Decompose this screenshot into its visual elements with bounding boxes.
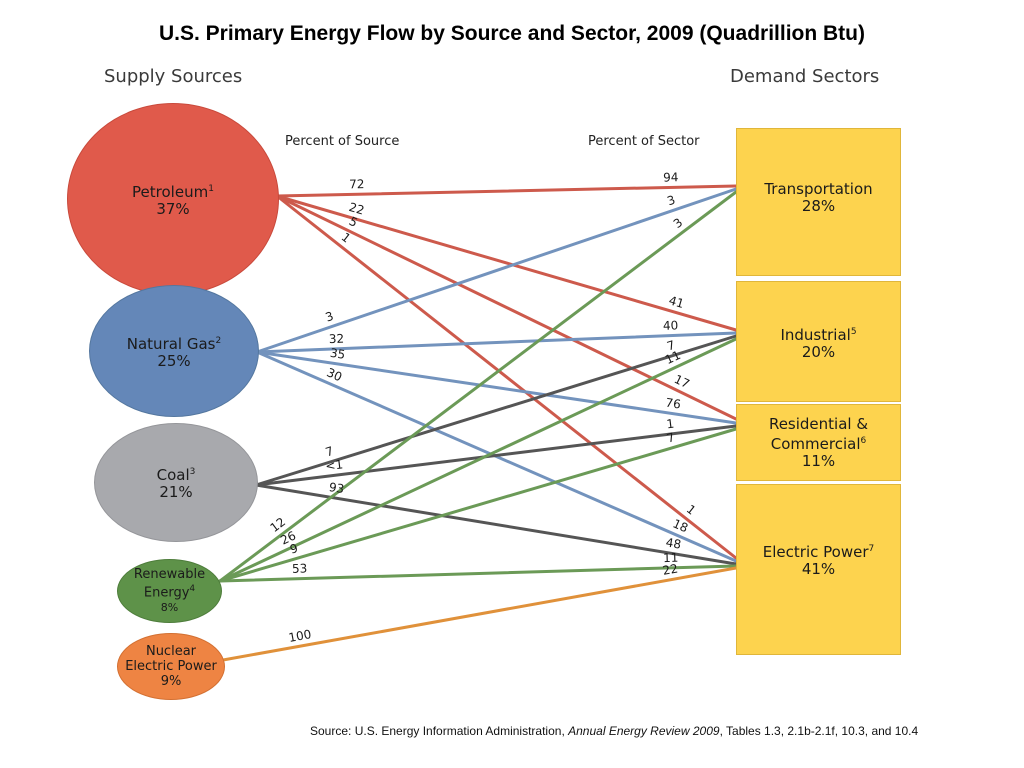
percent-of-source-label-nuclear-to-electric: 100 [287,627,312,645]
source-percent: 37% [156,199,190,218]
footnote-marker: 7 [868,544,875,554]
source-natural-gas: Natural Gas2 25% [89,285,259,417]
footnote-marker: 6 [860,435,867,446]
percent-of-source-label-coal-to-industrial: 7 [324,444,335,460]
flow-line-renewable-to-industrial [218,337,738,583]
percent-of-sector-label-petroleum-to-residential: 17 [672,372,692,391]
percent-of-sector-label-natural-gas-to-industrial: 40 [663,318,679,333]
page-title: U.S. Primary Energy Flow by Source and S… [158,22,865,45]
source-percent: 21% [159,483,193,501]
source-name: Coal [156,466,190,484]
percent-of-source-label-petroleum-to-electric: 1 [339,230,354,246]
flow-line-nuclear-to-electric [221,566,738,662]
percent-of-sector-label-petroleum-to-electric: 1 [684,502,699,518]
percent-of-source-label-renewable-to-residential: 9 [288,541,299,557]
percent-of-source-label-coal-to-electric: 93 [328,480,345,496]
percent-of-source-label-petroleum-to-industrial: 22 [347,200,366,218]
source-name-line1: Renewable [133,566,206,582]
source-name-line2: Energy [143,585,190,601]
source-name: Petroleum [132,182,209,201]
percent-of-source-label-natural-gas-to-residential: 35 [329,346,346,362]
demand-sectors-header: Demand Sectors [730,66,880,87]
percent-of-sector-label-petroleum-to-industrial: 41 [667,293,686,311]
sector-residential-commercial: Residential & Commercial6 11% [736,404,901,481]
percent-of-source-label-renewable-to-industrial: 26 [278,528,298,547]
percent-of-source-label-natural-gas-to-industrial: 32 [329,332,345,347]
percent-of-sector-label-natural-gas-to-residential: 76 [665,396,682,412]
flow-line-renewable-to-transportation [218,190,738,583]
percent-of-sector-label-natural-gas-to-transportation: 3 [665,193,677,209]
flow-line-renewable-to-electric [218,564,738,583]
percent-of-source-label-petroleum-to-transportation: 72 [349,177,365,191]
flow-line-natural-gas-to-transportation [255,187,738,354]
source-name-line2: Electric Power [125,659,217,674]
flow-line-coal-to-residential [254,424,738,487]
footnote-marker: 3 [189,467,196,477]
citation-title: Annual Energy Review 2009 [568,724,720,738]
flow-line-coal-to-industrial [254,334,738,487]
flow-line-petroleum-to-industrial [275,194,738,332]
source-name-line1: Nuclear [145,644,197,659]
sector-percent: 11% [801,451,836,470]
footnote-marker: 5 [850,327,857,337]
percent-of-source-label-natural-gas-to-transportation: 3 [324,309,336,325]
source-renewable-energy: Renewable Energy4 8% [117,559,222,623]
percent-of-sector-label-nuclear-to-electric: 22 [661,561,679,577]
sector-percent: 41% [801,560,836,578]
source-percent: 8% [160,601,179,615]
percent-of-sector-label-coal-to-residential: 1 [666,417,675,432]
percent-of-sector-label-natural-gas-to-electric: 18 [671,516,691,535]
sector-name-line2: Commercial [770,434,861,453]
sector-name: Transportation [764,180,873,198]
percent-of-sector-label-renewable-to-industrial: 11 [663,348,683,367]
citation-suffix: , Tables 1.3, 2.1b-2.1f, 10.3, and 10.4 [719,724,919,738]
percent-of-sector-label-renewable-to-residential: 7 [665,430,676,446]
source-name: Natural Gas [126,334,216,353]
percent-of-sector-label-coal-to-industrial: 7 [665,338,676,354]
sector-name-line1: Residential & [768,414,869,433]
citation-prefix: Source: U.S. Energy Information Administ… [310,724,569,738]
flow-line-petroleum-to-electric [275,194,738,560]
source-percent: 25% [157,351,191,370]
footnote-marker: 4 [189,583,196,594]
source-percent: 9% [160,674,182,689]
percent-of-sector-label-petroleum-to-transportation: 94 [663,170,679,184]
footnote-marker: 1 [208,183,214,194]
percent-of-source-label-renewable-to-electric: 53 [292,561,308,575]
sector-name: Industrial [780,326,851,344]
percent-of-source-label-coal-to-residential: <1 [325,457,344,473]
flow-line-coal-to-electric [254,483,738,566]
flow-line-natural-gas-to-residential [255,350,738,425]
flow-line-renewable-to-residential [218,427,738,583]
sector-percent: 28% [801,197,836,215]
sector-industrial: Industrial5 20% [736,281,901,402]
flow-line-petroleum-to-residential [275,194,738,421]
flow-line-natural-gas-to-industrial [255,331,738,354]
sector-transportation: Transportation 28% [736,128,901,276]
source-petroleum: Petroleum1 37% [67,103,279,295]
sector-percent: 20% [801,343,836,361]
percent-of-source-label-natural-gas-to-electric: 30 [325,365,345,384]
percent-of-sector-label: Percent of Sector [588,134,700,149]
percent-of-sector-label-renewable-to-transportation: 3 [671,215,686,231]
percent-of-sector-label-renewable-to-electric: 11 [663,551,679,565]
percent-of-source-label: Percent of Source [285,134,400,149]
percent-of-sector-label-coal-to-electric: 48 [665,535,682,551]
supply-sources-header: Supply Sources [104,66,243,87]
flow-line-petroleum-to-transportation [275,184,738,198]
sector-electric-power: Electric Power7 41% [736,484,901,655]
footnote-marker: 2 [215,335,222,346]
sector-name: Electric Power [762,543,869,561]
source-nuclear-electric-power: Nuclear Electric Power 9% [117,633,225,700]
source-coal: Coal3 21% [94,423,258,542]
source-citation: Source: U.S. Energy Information Administ… [310,724,918,738]
